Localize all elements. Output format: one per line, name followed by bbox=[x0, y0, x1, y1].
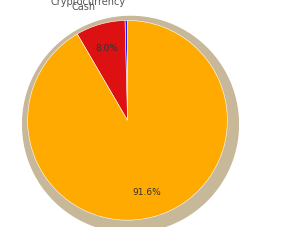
Polygon shape bbox=[22, 16, 239, 227]
Wedge shape bbox=[28, 20, 227, 220]
Text: Cash: Cash bbox=[71, 2, 95, 12]
Text: 8.0%: 8.0% bbox=[96, 44, 118, 53]
Wedge shape bbox=[77, 20, 128, 120]
Wedge shape bbox=[125, 20, 128, 120]
Text: 91.6%: 91.6% bbox=[133, 188, 161, 197]
Text: Cryptocurrency: Cryptocurrency bbox=[51, 0, 126, 7]
